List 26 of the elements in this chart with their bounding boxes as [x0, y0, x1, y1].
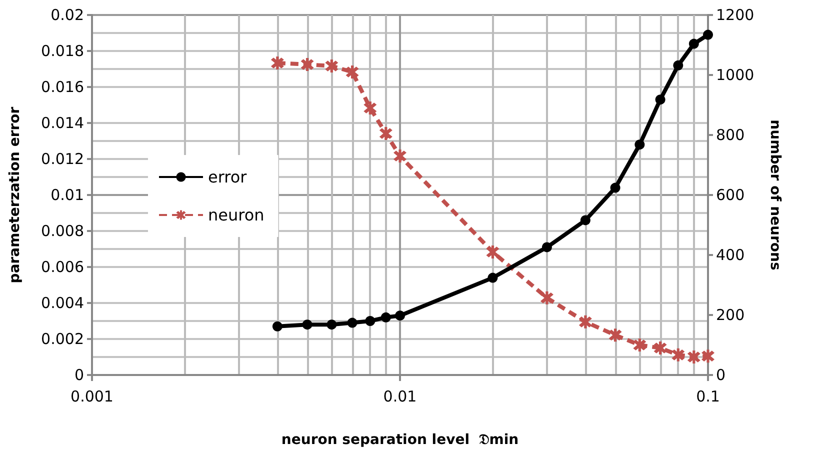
x-tick-label: 0.1	[696, 388, 720, 406]
y-tick-label: 0.018	[41, 42, 84, 60]
x-axis-title: neuron separation level 𝔇min	[281, 432, 519, 448]
y-tick-label: 0.008	[41, 222, 84, 240]
y2-tick-label: 600	[716, 186, 745, 204]
y2-tick-label: 800	[716, 126, 745, 144]
x-tick-label: 0.01	[383, 388, 417, 406]
legend-label: neuron	[208, 206, 264, 224]
y2-tick-label: 1000	[716, 66, 754, 84]
y-tick-label: 0.014	[41, 114, 84, 132]
y2-axis-title: number of neurons	[767, 120, 783, 270]
y-tick-label: 0	[74, 366, 84, 384]
y-axis-title: parameterzation error	[7, 106, 23, 284]
legend-label: error	[208, 168, 248, 186]
y-tick-label: 0.006	[41, 258, 84, 276]
y-tick-label: 0.004	[41, 294, 84, 312]
y-tick-label: 0.02	[50, 6, 84, 24]
y-tick-label: 0.01	[50, 186, 84, 204]
y2-tick-label: 400	[716, 246, 745, 264]
y-tick-label: 0.012	[41, 150, 84, 168]
y-tick-label: 0.016	[41, 78, 84, 96]
y2-tick-label: 1200	[716, 6, 754, 24]
x-tick-label: 0.001	[70, 388, 114, 406]
y2-tick-label: 0	[716, 366, 726, 384]
y2-tick-label: 200	[716, 306, 745, 324]
y-tick-label: 0.002	[41, 330, 84, 348]
